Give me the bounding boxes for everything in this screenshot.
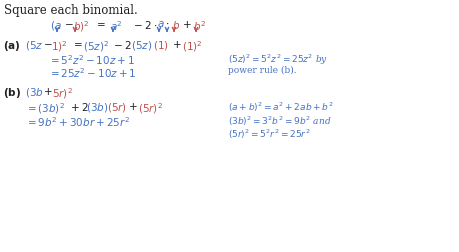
Text: $(5r)^2$: $(5r)^2$ <box>138 101 163 115</box>
Text: $=$: $=$ <box>71 39 83 48</box>
Text: $\cdot$: $\cdot$ <box>165 19 169 28</box>
Text: $(5r)^2 = 5^2r^2 = 25r^2$: $(5r)^2 = 5^2r^2 = 25r^2$ <box>228 128 311 141</box>
Text: $5r)^2$: $5r)^2$ <box>52 86 73 100</box>
Text: $= 9b^2 + 30br + 25r^2$: $= 9b^2 + 30br + 25r^2$ <box>25 115 130 128</box>
Text: $-$: $-$ <box>64 19 73 28</box>
Text: $+$: $+$ <box>128 101 138 112</box>
Text: $(1)^2$: $(1)^2$ <box>182 39 202 54</box>
Text: $a^2$: $a^2$ <box>110 19 123 33</box>
Text: $b$: $b$ <box>172 19 180 31</box>
Text: $(3b)^2 = 3^2b^2 = 9b^2$ and: $(3b)^2 = 3^2b^2 = 9b^2$ and <box>228 115 331 128</box>
Text: $= 5^2z^2 - 10z + 1$: $= 5^2z^2 - 10z + 1$ <box>48 53 135 67</box>
Text: $\mathbf{(a)}$: $\mathbf{(a)}$ <box>3 39 21 53</box>
Text: $(a$: $(a$ <box>50 19 62 32</box>
Text: $(1)$: $(1)$ <box>153 39 169 52</box>
Text: $-\;2\cdot$: $-\;2\cdot$ <box>133 19 157 31</box>
Text: $(3b)$: $(3b)$ <box>86 101 108 114</box>
Text: $+$: $+$ <box>182 19 191 30</box>
Text: power rule (b).: power rule (b). <box>228 66 297 75</box>
Text: $\mathbf{(b)}$: $\mathbf{(b)}$ <box>3 86 21 100</box>
Text: $(3b$: $(3b$ <box>25 86 44 99</box>
Text: $(5z)^2 = 5^2z^2 = 25z^2$ by: $(5z)^2 = 5^2z^2 = 25z^2$ by <box>228 53 328 67</box>
Text: $(a + b)^2 = a^2 + 2ab + b^2$: $(a + b)^2 = a^2 + 2ab + b^2$ <box>228 101 334 114</box>
Text: $+$: $+$ <box>172 39 182 50</box>
Text: $-$: $-$ <box>43 39 53 48</box>
Text: $-\;2$: $-\;2$ <box>113 39 132 51</box>
Text: $b^2$: $b^2$ <box>193 19 206 33</box>
Text: $(5z)$: $(5z)$ <box>131 39 152 52</box>
Text: $+$: $+$ <box>43 86 53 97</box>
Text: $(5r)$: $(5r)$ <box>107 101 127 114</box>
Text: $+\;2$: $+\;2$ <box>70 101 89 113</box>
Text: Square each binomial.: Square each binomial. <box>4 4 138 17</box>
Text: $a$: $a$ <box>157 19 165 29</box>
Text: $= (3b)^2$: $= (3b)^2$ <box>25 101 65 115</box>
Text: $= 25z^2 - 10z + 1$: $= 25z^2 - 10z + 1$ <box>48 66 137 79</box>
Text: $(5z$: $(5z$ <box>25 39 43 52</box>
Text: $=$: $=$ <box>94 19 106 28</box>
Text: $1)^2$: $1)^2$ <box>51 39 67 54</box>
Text: $b)^2$: $b)^2$ <box>73 19 90 34</box>
Text: $(5z)^2$: $(5z)^2$ <box>83 39 109 54</box>
